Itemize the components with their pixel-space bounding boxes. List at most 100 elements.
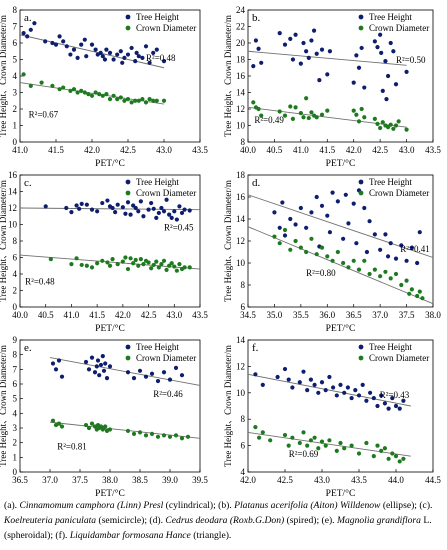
chart-panel-b: 40.0 40.5 41.0 41.5 42.0 42.5 43.0 43.5 8 10 12 14 1… <box>223 5 441 169</box>
data-point <box>397 406 402 411</box>
data-point <box>309 210 314 215</box>
x-tick-label: 42.5 <box>277 475 293 485</box>
legend-entry: Crown Diameter <box>369 188 429 198</box>
y-tick-label: 16 <box>236 192 246 202</box>
data-point <box>122 55 127 60</box>
data-point <box>104 376 110 381</box>
data-point <box>137 430 143 435</box>
y-tick-label: 4 <box>13 71 18 81</box>
data-point <box>382 401 387 406</box>
data-point <box>107 427 113 432</box>
data-point <box>319 203 325 208</box>
data-point <box>133 98 138 103</box>
y-tick-label: 4 <box>13 408 18 418</box>
data-point <box>98 362 104 368</box>
y-tick-label: 10 <box>8 220 18 230</box>
x-tick-label: 43.5 <box>425 145 441 155</box>
y-tick-label: 2 <box>13 438 18 448</box>
y-tick-label: 14 <box>236 88 246 98</box>
y-tick-label: 10 <box>236 121 246 131</box>
data-point <box>154 215 159 220</box>
data-point <box>169 215 174 220</box>
data-point <box>391 126 396 131</box>
data-point <box>282 366 288 372</box>
data-point <box>290 385 295 390</box>
data-point <box>393 123 399 128</box>
data-point <box>277 225 282 230</box>
panel-label: b. <box>252 12 261 24</box>
data-point <box>323 388 328 393</box>
data-point <box>314 194 319 200</box>
caption-text: ). <box>61 530 70 541</box>
caption-text: ). <box>328 515 337 526</box>
data-point <box>56 421 62 426</box>
data-point <box>151 98 156 103</box>
data-point <box>282 432 288 438</box>
caption-species-name: Platanus acerifolia (Aiton) Willdenow <box>234 500 381 511</box>
data-point <box>304 49 309 54</box>
legend-entry: Crown Diameter <box>369 23 429 33</box>
data-point <box>143 433 149 438</box>
data-point <box>288 104 293 109</box>
r2-annotation: R²=0.45 <box>164 222 194 232</box>
data-point <box>383 59 388 64</box>
data-point <box>309 110 314 115</box>
data-point <box>335 199 340 204</box>
data-point <box>386 406 391 411</box>
data-point <box>84 54 89 59</box>
legend-entry: Tree Height <box>136 12 179 22</box>
data-point <box>149 371 155 376</box>
legend-marker <box>358 190 364 196</box>
data-point <box>314 115 319 120</box>
data-point <box>338 382 343 387</box>
x-tick-label: 43.0 <box>399 145 415 155</box>
legend-entry: Crown Diameter <box>369 353 429 363</box>
data-point <box>43 204 48 209</box>
data-point <box>79 42 84 47</box>
data-point <box>375 403 380 409</box>
y-tick-label: 8 <box>13 350 18 360</box>
y-tick-label: 6 <box>13 38 18 48</box>
data-point <box>110 205 115 211</box>
data-point <box>111 93 116 98</box>
data-point <box>327 374 332 380</box>
data-point <box>354 53 359 58</box>
data-point <box>325 213 330 218</box>
data-point <box>308 438 313 443</box>
data-point <box>288 216 293 222</box>
data-point <box>319 380 325 385</box>
data-point <box>86 92 91 97</box>
data-point <box>343 192 348 197</box>
data-point <box>380 88 385 93</box>
data-point <box>75 90 80 95</box>
data-point <box>101 368 107 373</box>
data-point <box>371 395 376 401</box>
caption-text: ). <box>226 500 235 511</box>
data-point <box>290 435 295 440</box>
data-point <box>319 112 325 117</box>
data-point <box>89 421 95 426</box>
data-point <box>417 230 422 235</box>
data-point <box>378 274 383 279</box>
data-point <box>161 209 167 214</box>
data-point <box>393 454 399 459</box>
data-point <box>125 266 131 272</box>
x-tick-label: 40.5 <box>38 310 54 320</box>
y-tick-label: 16 <box>8 170 18 180</box>
data-point <box>404 258 409 263</box>
y-tick-label: 2 <box>13 286 18 296</box>
y-tick-label: 24 <box>236 5 246 15</box>
data-point <box>257 435 262 440</box>
data-point <box>92 370 98 375</box>
data-point <box>159 205 164 211</box>
data-point <box>113 210 118 215</box>
data-point <box>325 108 330 113</box>
data-point <box>393 256 399 261</box>
data-point <box>259 60 264 65</box>
caption-species-name: Cedrus deodara (Roxb.G.Don) <box>165 515 285 526</box>
caption-species-name: Cinnamomum camphora (Linn) Presl <box>19 500 164 511</box>
caption-text: (ellipse); ( <box>380 500 423 511</box>
y-tick-label: 9 <box>13 335 18 345</box>
data-point <box>103 361 108 366</box>
data-point <box>356 65 362 70</box>
